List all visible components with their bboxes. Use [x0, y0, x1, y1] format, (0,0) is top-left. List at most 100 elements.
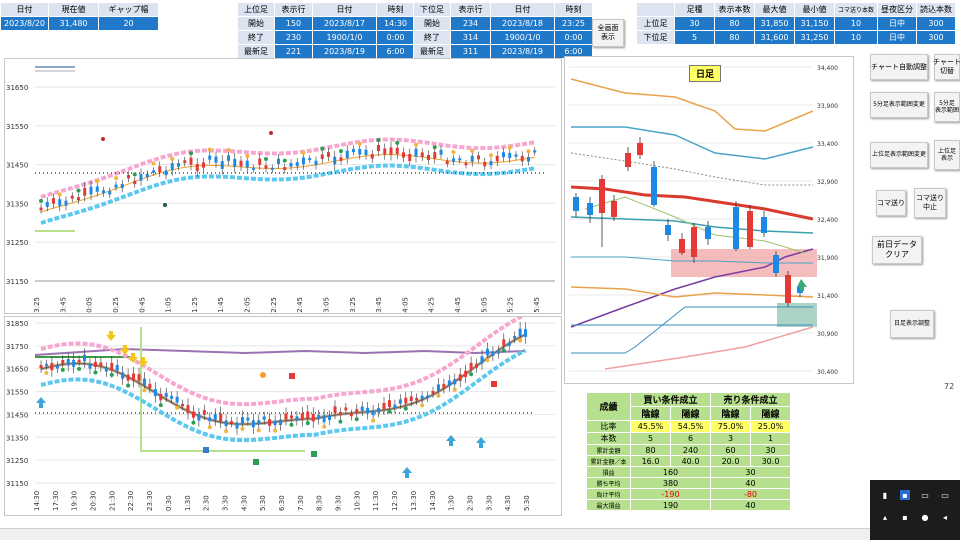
lower-plus-marker: [289, 373, 295, 379]
lower-x-tick: 5:30: [259, 495, 267, 511]
lower-candle: [289, 415, 293, 419]
pen-icon[interactable]: ▴: [882, 512, 887, 522]
app-icon[interactable]: ▪: [900, 490, 910, 500]
avg-cell: 40.0: [670, 455, 711, 467]
upper-candle: [114, 184, 118, 188]
monitor-icon[interactable]: ▭: [941, 490, 949, 500]
rt-lower-session[interactable]: 日中: [877, 30, 918, 45]
chart-auto-adjust-button[interactable]: チャート自動調整: [870, 54, 928, 80]
lower-candle: [349, 413, 353, 417]
upper-candle: [464, 163, 468, 166]
pl-buy: 160: [630, 466, 711, 478]
daily-y-tick: 32,900: [817, 179, 838, 186]
lower-y-tick: 31550: [6, 389, 28, 397]
upper-candle: [177, 163, 180, 167]
daily-step-line: [571, 306, 813, 354]
lower-start-date: 2023/8/18: [490, 16, 555, 31]
rt-upper-session[interactable]: 日中: [877, 16, 918, 31]
upper-candle: [345, 150, 349, 159]
step-forward-button[interactable]: コマ送り: [876, 190, 906, 216]
lower-start-row[interactable]: 234: [450, 16, 491, 31]
upper-signal-dot: [207, 147, 212, 152]
lower-candle: [431, 391, 435, 394]
lower-candle: [317, 414, 321, 420]
daily-upper-band: [570, 78, 814, 132]
upper-candle: [277, 158, 280, 164]
upper-signal-dot: [507, 145, 512, 150]
lower-end-row[interactable]: 314: [450, 30, 491, 45]
lower-signal-dot: [387, 409, 392, 414]
lower-signal-dot: [338, 419, 343, 424]
upper-candle: [77, 197, 80, 201]
speaker-icon[interactable]: ◂: [942, 512, 947, 522]
upper-latest-date: 2023/8/19: [312, 44, 377, 59]
rt-upper-kind[interactable]: 30: [674, 16, 715, 31]
lower-candle: [126, 374, 130, 381]
rt-h4: 最小値: [794, 2, 835, 17]
lower-signal-dot: [158, 403, 163, 408]
lower-candle: [93, 361, 97, 368]
ratio-label: 比率: [586, 420, 631, 433]
clear-prev-data-button[interactable]: 前日データ クリア: [872, 236, 922, 264]
date-header: 日付: [0, 2, 50, 17]
sub-buy-bear: 陰線: [630, 406, 671, 421]
upper-x-tick: 4:45: [454, 297, 462, 313]
window-icon[interactable]: ▪: [902, 512, 908, 522]
upper-end-time: 0:00: [376, 30, 415, 45]
lower-candle: [99, 362, 103, 367]
upper-signal-dot: [57, 192, 62, 197]
fullscreen-button[interactable]: 全画面 表示: [592, 19, 624, 47]
lower-lower-band: [40, 348, 527, 443]
upper-start-time: 14:30: [376, 16, 415, 31]
upper-candle: [439, 149, 443, 155]
lower-up-arrow-icon: [446, 435, 456, 446]
stats-title: 成績: [586, 392, 631, 421]
lower-signal-dot: [403, 406, 408, 411]
rt-upper-load[interactable]: 300: [916, 16, 957, 31]
lower-candle: [175, 396, 179, 403]
lower-signal-dot: [371, 418, 376, 423]
display-icon[interactable]: ▭: [921, 490, 929, 500]
rt-lower-step[interactable]: 10: [833, 30, 879, 45]
step-stop-button[interactable]: コマ送り 中止: [914, 188, 946, 218]
lower-range-change-button[interactable]: 5分足表示範囲変更: [870, 92, 928, 118]
daily-teal-line: [570, 216, 814, 234]
lower-latest-time: 6:00: [554, 44, 593, 59]
rt-lower-kind[interactable]: 5: [674, 30, 715, 45]
lower-range-button[interactable]: 5分足 表示範囲: [934, 92, 960, 122]
upper-candle: [402, 152, 405, 158]
upper-start-row[interactable]: 150: [274, 16, 313, 31]
upper-x-tick: 5:25: [507, 297, 515, 313]
pl-label: 損益: [586, 466, 631, 478]
lower-x-tick: 11:30: [372, 491, 380, 511]
lower-candle: [306, 411, 310, 419]
daily-candle: [573, 197, 579, 211]
upper-range-button[interactable]: 上位足 表示: [934, 140, 960, 170]
upper-x-tick: 2:45: [296, 297, 304, 313]
chart-switch-button[interactable]: チャート 切替: [933, 54, 960, 80]
daily-lower-band: [570, 286, 814, 298]
upper-y-tick: 31650: [6, 84, 28, 92]
lower-candle: [404, 397, 408, 404]
upper-end-row[interactable]: 230: [274, 30, 313, 45]
daily-display-adjust-button[interactable]: 日足表示調整: [890, 310, 934, 338]
upper-header-row: 表示行: [274, 2, 313, 17]
lower-candle: [224, 420, 228, 427]
upper-range-change-button[interactable]: 上位足表示範囲変更: [870, 142, 928, 168]
rt-lower-count[interactable]: 80: [714, 30, 755, 45]
rt-upper-step[interactable]: 10: [833, 16, 879, 31]
upper-candle: [389, 147, 393, 155]
usb-icon[interactable]: ▮: [882, 490, 888, 500]
rt-lower-load[interactable]: 300: [916, 30, 957, 45]
sub-sell-bear: 陰線: [710, 406, 751, 421]
lower-candle: [502, 339, 506, 346]
daily-green-line: [584, 196, 806, 254]
win-avg-label: 勝ち平均: [586, 477, 631, 489]
lower-candle: [132, 373, 136, 381]
lower-x-tick: 23:30: [146, 491, 154, 511]
mic-icon[interactable]: ●: [921, 512, 929, 522]
rt-upper-count[interactable]: 80: [714, 16, 755, 31]
upper-candle: [308, 158, 312, 161]
upper-candle: [252, 167, 255, 170]
lower-candle: [110, 362, 114, 371]
